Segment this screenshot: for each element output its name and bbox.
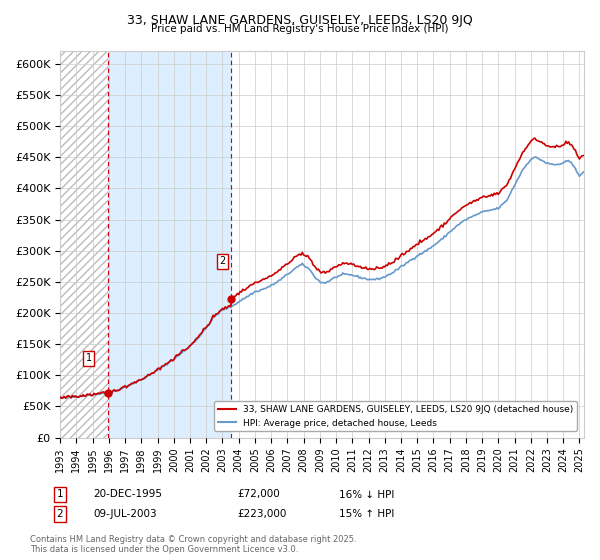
Text: 15% ↑ HPI: 15% ↑ HPI xyxy=(339,509,394,519)
Bar xyxy=(109,52,231,437)
Text: £72,000: £72,000 xyxy=(237,489,280,500)
Text: 33, SHAW LANE GARDENS, GUISELEY, LEEDS, LS20 9JQ: 33, SHAW LANE GARDENS, GUISELEY, LEEDS, … xyxy=(127,14,473,27)
Text: Contains HM Land Registry data © Crown copyright and database right 2025.
This d: Contains HM Land Registry data © Crown c… xyxy=(30,535,356,554)
Text: 2: 2 xyxy=(220,256,226,267)
Text: 09-JUL-2003: 09-JUL-2003 xyxy=(93,509,157,519)
Text: £223,000: £223,000 xyxy=(237,509,286,519)
Text: 2: 2 xyxy=(56,509,64,519)
Text: 1: 1 xyxy=(86,353,92,363)
Legend: 33, SHAW LANE GARDENS, GUISELEY, LEEDS, LS20 9JQ (detached house), HPI: Average : 33, SHAW LANE GARDENS, GUISELEY, LEEDS, … xyxy=(214,402,577,431)
Text: 20-DEC-1995: 20-DEC-1995 xyxy=(93,489,162,500)
Text: Price paid vs. HM Land Registry's House Price Index (HPI): Price paid vs. HM Land Registry's House … xyxy=(151,24,449,34)
Text: 16% ↓ HPI: 16% ↓ HPI xyxy=(339,489,394,500)
Text: 1: 1 xyxy=(56,489,64,500)
Bar xyxy=(60,52,109,437)
